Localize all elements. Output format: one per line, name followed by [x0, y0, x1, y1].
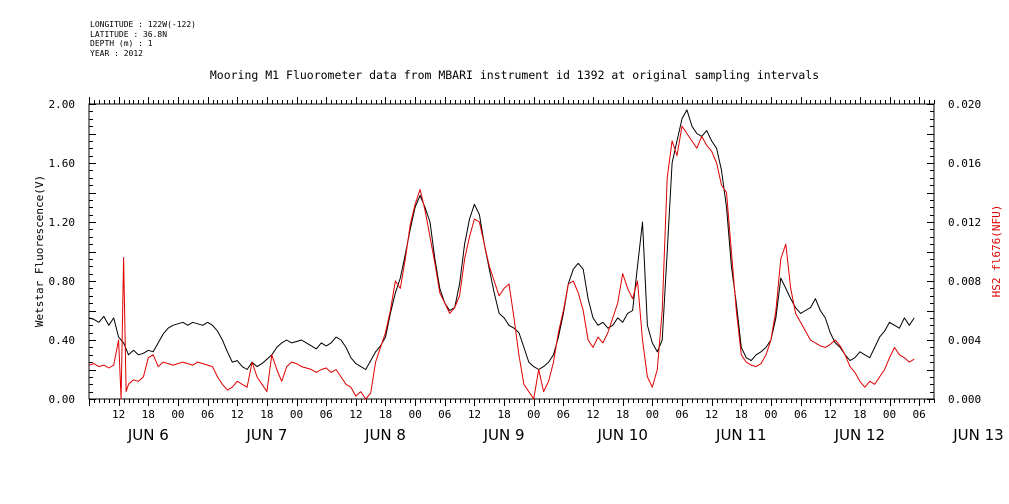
- x-day-tick-label: JUN 10: [596, 426, 647, 444]
- y-left-tick-label: 0.80: [49, 275, 76, 288]
- y-left-tick-label: 2.00: [49, 98, 76, 111]
- y-axis-left-title: Wetstar Fluorescence(V): [33, 175, 46, 327]
- x-hour-tick-label: 18: [735, 408, 748, 421]
- axis-labels: 0.00 0.40 0.80 1.20 1.60 2.00 0.000 0.004 0.008 0…: [49, 98, 1004, 444]
- y-right-tick-label: 0.000: [948, 393, 981, 406]
- x-hour-tick-label: 12: [231, 408, 244, 421]
- x-day-tick-label: JUN 9: [483, 426, 525, 444]
- x-day-tick-label: JUN 6: [127, 426, 169, 444]
- x-hour-tick-label: 00: [171, 408, 184, 421]
- y-right-tick-label: 0.020: [948, 98, 981, 111]
- year-label: YEAR : 2012: [90, 48, 143, 58]
- latitude-label: LATITUDE : 36.8N: [90, 29, 168, 39]
- x-hour-tick-label: 06: [794, 408, 807, 421]
- x-hour-tick-label: 00: [646, 408, 659, 421]
- y-right-tick-label: 0.008: [948, 275, 981, 288]
- x-hour-tick-label: 00: [409, 408, 422, 421]
- y-axis-right-title: HS2 fl676(NFU): [990, 205, 1003, 298]
- x-hour-tick-label: 12: [824, 408, 837, 421]
- plot-frame: [88, 103, 935, 400]
- x-hour-tick-label: 12: [705, 408, 718, 421]
- x-hour-tick-label: 06: [557, 408, 570, 421]
- x-hour-tick-label: 00: [290, 408, 303, 421]
- x-day-tick-label: JUN 13: [952, 426, 1003, 444]
- x-hour-tick-label: 12: [112, 408, 125, 421]
- x-hour-tick-label: 06: [320, 408, 333, 421]
- series-layer: [88, 109, 915, 400]
- y-right-tick-label: 0.004: [948, 334, 981, 347]
- x-hour-tick-label: 06: [913, 408, 926, 421]
- longitude-label: LONGITUDE : 122W(-122): [90, 20, 196, 29]
- y-left-tick-label: 1.60: [49, 157, 76, 170]
- axis-ticks: [89, 97, 935, 406]
- metadata-block: LONGITUDE : 122W(-122) LATITUDE : 36.8N …: [90, 20, 196, 58]
- x-day-tick-label: JUN 8: [364, 426, 406, 444]
- x-hour-tick-label: 18: [142, 408, 155, 421]
- series-line-wetstar: [88, 109, 915, 370]
- y-right-tick-label: 0.016: [948, 157, 981, 170]
- y-right-tick-label: 0.012: [948, 216, 981, 229]
- depth-label: DEPTH (m) : 1: [90, 39, 153, 48]
- x-hour-tick-label: 12: [468, 408, 481, 421]
- x-hour-tick-label: 18: [379, 408, 392, 421]
- y-left-tick-label: 0.00: [49, 393, 76, 406]
- x-hour-tick-label: 00: [883, 408, 896, 421]
- x-hour-tick-label: 12: [586, 408, 599, 421]
- x-hour-tick-label: 18: [616, 408, 629, 421]
- x-hour-tick-label: 00: [764, 408, 777, 421]
- chart-title: Mooring M1 Fluorometer data from MBARI i…: [209, 68, 820, 82]
- x-hour-tick-label: 18: [260, 408, 273, 421]
- x-hour-tick-label: 06: [201, 408, 214, 421]
- x-day-tick-label: JUN 12: [834, 426, 885, 444]
- x-day-tick-label: JUN 11: [715, 426, 766, 444]
- x-hour-tick-label: 18: [497, 408, 510, 421]
- series-line-hs2: [88, 125, 915, 400]
- y-left-tick-label: 0.40: [49, 334, 76, 347]
- x-hour-tick-label: 12: [349, 408, 362, 421]
- y-left-tick-label: 1.20: [49, 216, 76, 229]
- x-hour-tick-label: 06: [675, 408, 688, 421]
- x-hour-tick-label: 00: [527, 408, 540, 421]
- x-day-tick-label: JUN 7: [245, 426, 287, 444]
- x-hour-tick-label: 18: [853, 408, 866, 421]
- x-hour-tick-label: 06: [438, 408, 451, 421]
